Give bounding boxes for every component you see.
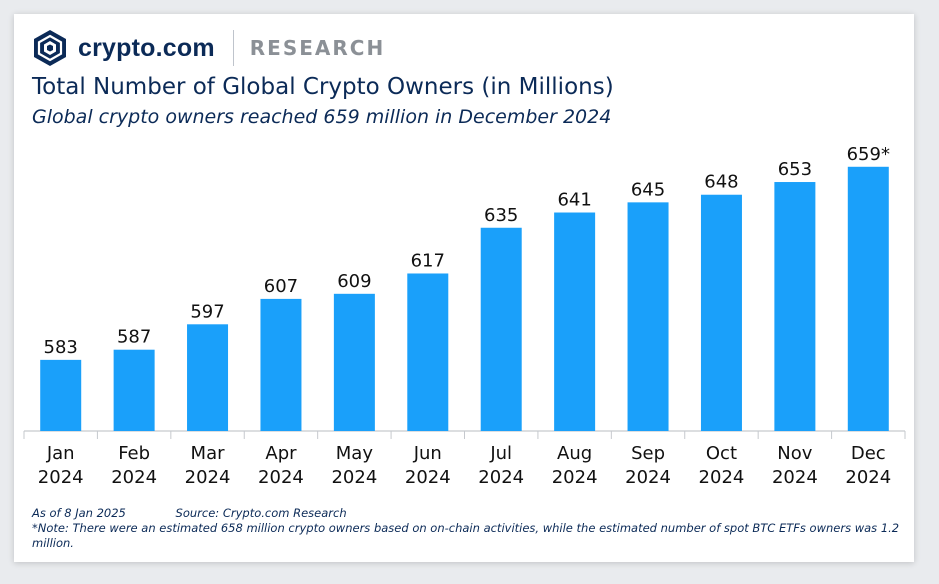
source-note: Source: Crypto.com Research: [175, 506, 347, 520]
data-label: 583: [44, 337, 78, 358]
x-tick-label-year: 2024: [185, 467, 231, 488]
x-tick-label-year: 2024: [772, 467, 818, 488]
bar-jun: [407, 273, 449, 431]
x-tick-label-year: 2024: [478, 467, 524, 488]
x-tick-label-year: 2024: [331, 467, 377, 488]
bar-jan: [40, 359, 82, 431]
x-tick-label-year: 2024: [405, 467, 451, 488]
as-of-date: As of 8 Jan 2025: [32, 506, 126, 520]
x-tick-label-month: Jun: [413, 443, 442, 464]
bar-apr: [260, 298, 302, 431]
chart-title: Total Number of Global Crypto Owners (in…: [32, 74, 614, 100]
x-tick-label-month: May: [336, 443, 374, 464]
logo-wordmark: crypto.com: [78, 33, 215, 62]
data-label: 645: [631, 179, 665, 200]
bar-feb: [113, 349, 155, 431]
data-label: 609: [337, 271, 371, 292]
crypto-com-logo-icon: [34, 30, 66, 66]
x-tick-label-year: 2024: [845, 467, 891, 488]
x-tick-label-month: Sep: [631, 443, 665, 464]
data-label: 597: [190, 301, 224, 322]
data-label: 587: [117, 327, 151, 348]
x-tick-label-month: Mar: [191, 443, 226, 464]
data-label: 659*: [847, 144, 890, 165]
x-tick-label-month: Jan: [46, 443, 75, 464]
bar-nov: [774, 182, 816, 431]
x-tick-label-year: 2024: [699, 467, 745, 488]
x-tick-label-month: Aug: [557, 443, 592, 464]
bar-may: [333, 293, 375, 431]
x-tick-label-month: Dec: [851, 443, 886, 464]
x-tick-label-year: 2024: [111, 467, 157, 488]
x-tick-label-month: Oct: [706, 443, 737, 464]
brand-header: crypto.com RESEARCH: [32, 28, 385, 68]
footnote: *Note: There were an estimated 658 milli…: [32, 521, 900, 550]
chart-subtitle: Global crypto owners reached 659 million…: [32, 106, 612, 128]
x-tick-label-year: 2024: [625, 467, 671, 488]
x-tick-label-month: Apr: [265, 443, 297, 464]
data-label: 648: [704, 172, 738, 193]
bar-dec: [847, 166, 889, 431]
data-label: 653: [778, 159, 812, 180]
data-label: 617: [411, 250, 445, 271]
header-divider: [232, 30, 234, 66]
bar-mar: [187, 324, 229, 431]
x-tick-label-year: 2024: [552, 467, 598, 488]
bar-oct: [700, 194, 742, 431]
data-label: 641: [557, 190, 591, 211]
chart-card: crypto.com RESEARCH Total Number of Glob…: [14, 14, 914, 562]
x-tick-label-month: Jul: [489, 443, 512, 464]
data-label: 607: [264, 276, 298, 297]
data-label: 635: [484, 205, 518, 226]
x-tick-label-year: 2024: [258, 467, 304, 488]
x-tick-label-month: Feb: [118, 443, 150, 464]
bar-chart: 583 Jan 2024 587 Feb 2024 597 Mar 2024 607 Apr 2024…: [23, 144, 906, 488]
x-tick-label-year: 2024: [38, 467, 84, 488]
bar-aug: [554, 212, 596, 431]
section-label: RESEARCH: [249, 36, 386, 60]
x-tick-label-month: Nov: [777, 443, 812, 464]
bar-jul: [480, 227, 522, 431]
chart-footer: As of 8 Jan 2025 Source: Crypto.com Rese…: [32, 506, 902, 551]
bar-sep: [627, 202, 669, 431]
